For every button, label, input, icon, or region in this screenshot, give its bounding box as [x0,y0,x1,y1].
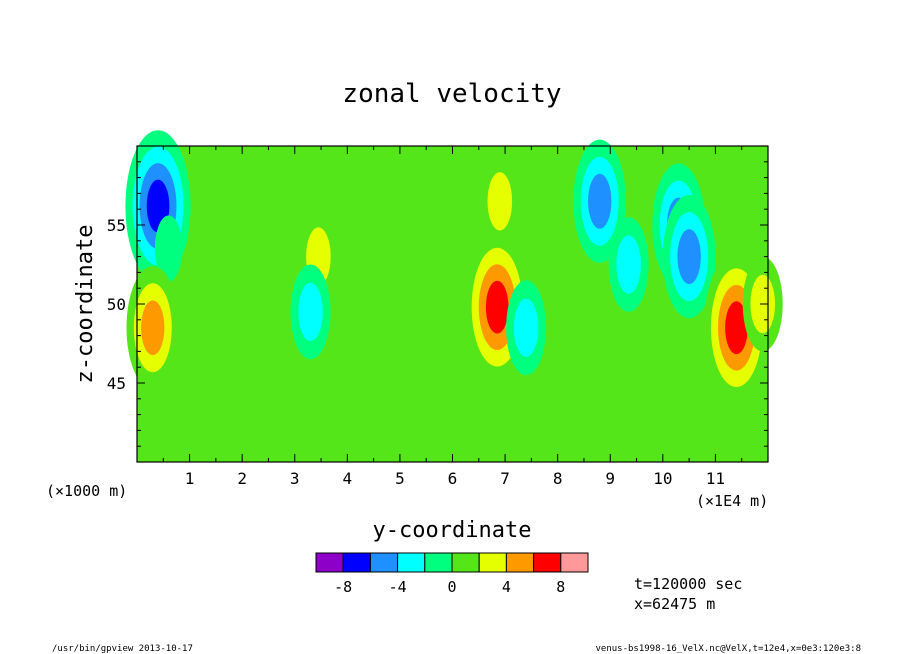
y-tick-label: 45 [107,374,126,393]
y-axis-label: z-coordinate [73,225,98,384]
x-axis-label: y-coordinate [373,518,532,543]
x-tick-label: 2 [237,469,247,488]
colorbar-swatch [505,552,535,573]
contour-level [154,215,183,282]
contour-feature [154,215,183,282]
x-tick-label: 3 [290,469,300,488]
contour-feature [479,153,520,249]
time-info: t=120000 sec [634,575,742,593]
colorbar-tick-label: 8 [556,578,565,596]
colorbar-tick-labels: -8 -4 0 4 8 [334,578,565,596]
colorbar-swatch [451,552,480,573]
colorbar-tick-label: -8 [334,578,352,596]
colorbar-swatch [560,552,589,573]
footer-right: venus-bs1998-16_VelX.nc@VelX,t=12e4,x=0e… [595,644,861,654]
colorbar-swatch [533,552,562,573]
footer-left: /usr/bin/gpview 2013-10-17 [52,644,193,654]
contour-level [141,300,165,356]
contour-feature [573,139,627,263]
colorbar-tick-label: -4 [389,578,407,596]
colorbar-swatch [369,552,399,573]
contour-level [588,173,612,229]
x-tick-label: 8 [553,469,563,488]
colorbar-swatch [424,552,453,573]
y-tick-labels: 45 50 55 [107,216,126,393]
contour-feature [126,266,180,390]
x-tick-labels: 1 2 3 4 5 6 7 8 9 10 11 [185,469,725,488]
x-tick-label: 9 [605,469,615,488]
x-tick-label: 11 [706,469,725,488]
axis-ticks [136,145,769,463]
y-tick-label: 55 [107,216,126,235]
contour-feature [662,194,716,319]
colorbar-swatch [397,552,426,573]
contour-feature [506,280,547,376]
x-tick-label: 6 [448,469,458,488]
x-tick-label: 10 [653,469,672,488]
colorbar-swatch [478,552,507,573]
x-tick-label: 5 [395,469,405,488]
colorbar-swatch [342,552,371,573]
chart-title: zonal velocity [342,79,561,109]
x-scale-label: (×1000 m) [46,482,127,500]
x-position-info: x=62475 m [634,595,715,613]
colorbar [315,552,589,573]
x-tick-label: 1 [185,469,195,488]
plot-area [125,130,783,463]
contour-level [513,298,539,357]
contour-field [125,130,783,404]
contour-feature [608,217,649,312]
contour-level [616,235,641,294]
colorbar-tick-label: 0 [447,578,456,596]
x-tick-label: 4 [343,469,353,488]
contour-level [298,282,323,342]
contour-feature [290,264,331,360]
colorbar-swatch [315,552,344,573]
y-tick-label: 50 [107,295,126,314]
contour-level [485,280,509,334]
contour-level [677,229,701,284]
contour-level [725,301,748,355]
contour-level [487,172,513,231]
x-unit-label: (×1E4 m) [696,492,768,510]
colorbar-tick-label: 4 [502,578,511,596]
x-tick-label: 7 [500,469,510,488]
